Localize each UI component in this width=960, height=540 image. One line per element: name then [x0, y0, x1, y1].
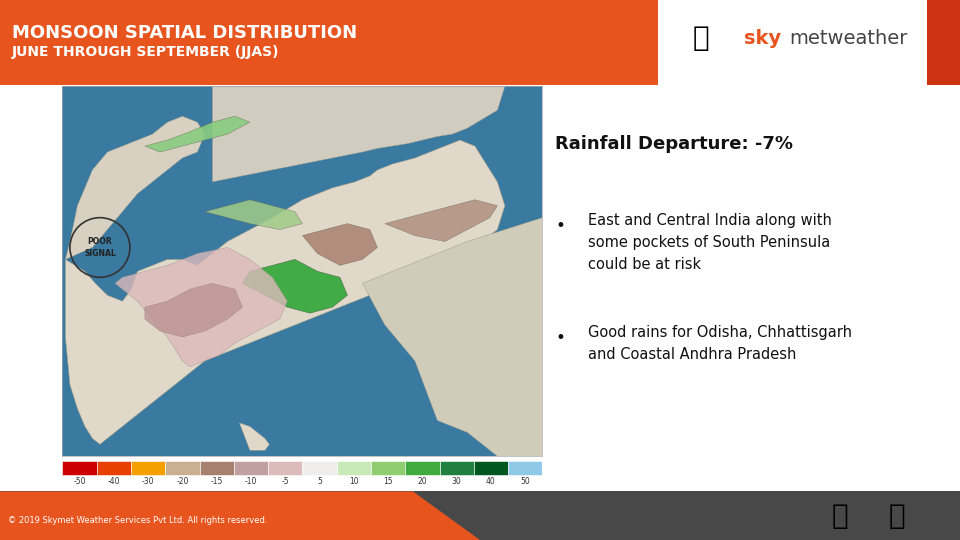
Polygon shape	[145, 116, 250, 152]
Text: metweather: metweather	[789, 29, 907, 48]
Text: Rainfall Departure: -7%: Rainfall Departure: -7%	[555, 135, 793, 153]
Bar	[371, 461, 405, 475]
Text: 15: 15	[383, 477, 393, 486]
Bar	[131, 461, 165, 475]
Bar	[474, 461, 508, 475]
Text: -40: -40	[108, 477, 120, 486]
Polygon shape	[65, 116, 204, 259]
Text: © 2019 Skymet Weather Services Pvt Ltd. All rights reserved.: © 2019 Skymet Weather Services Pvt Ltd. …	[8, 516, 267, 525]
Polygon shape	[0, 491, 480, 540]
Polygon shape	[115, 247, 287, 367]
Text: 5: 5	[317, 477, 322, 486]
Text: East and Central India along with
some pockets of South Peninsula
could be at ri: East and Central India along with some p…	[588, 213, 831, 273]
Polygon shape	[362, 218, 542, 456]
Bar	[200, 461, 234, 475]
Bar	[508, 461, 542, 475]
Text: POOR
SIGNAL: POOR SIGNAL	[84, 238, 116, 258]
Text: -30: -30	[142, 477, 155, 486]
Text: -20: -20	[177, 477, 188, 486]
Bar	[927, 0, 960, 85]
Bar	[165, 461, 200, 475]
Text: 10: 10	[349, 477, 359, 486]
Bar	[405, 461, 440, 475]
Bar	[97, 461, 131, 475]
Bar	[337, 461, 371, 475]
Text: sky: sky	[744, 29, 781, 48]
Polygon shape	[385, 200, 497, 241]
Text: 20: 20	[418, 477, 427, 486]
Text: -15: -15	[210, 477, 223, 486]
Polygon shape	[145, 284, 242, 337]
Text: -50: -50	[73, 477, 85, 486]
Text: JUNE THROUGH SEPTEMBER (JJAS): JUNE THROUGH SEPTEMBER (JJAS)	[12, 45, 279, 59]
Polygon shape	[242, 259, 348, 313]
Text: 50: 50	[520, 477, 530, 486]
Bar	[268, 461, 302, 475]
Text: -5: -5	[281, 477, 289, 486]
Text: •: •	[555, 217, 565, 235]
Text: 30: 30	[452, 477, 462, 486]
Bar	[62, 461, 97, 475]
Text: -10: -10	[245, 477, 257, 486]
Bar	[658, 0, 960, 85]
Text: 🌾: 🌾	[831, 502, 849, 530]
Bar	[0, 0, 658, 85]
Polygon shape	[65, 140, 505, 444]
Polygon shape	[302, 224, 377, 265]
Bar	[234, 461, 268, 475]
Text: MONSOON SPATIAL DISTRIBUTION: MONSOON SPATIAL DISTRIBUTION	[12, 24, 357, 42]
Text: •: •	[555, 328, 565, 347]
Bar	[440, 461, 474, 475]
Bar	[302, 461, 337, 475]
Text: 🦉: 🦉	[692, 24, 709, 52]
Polygon shape	[204, 200, 302, 230]
Polygon shape	[239, 423, 270, 450]
Text: 40: 40	[486, 477, 496, 486]
Polygon shape	[212, 86, 505, 182]
Text: 🌤️: 🌤️	[889, 502, 906, 530]
Text: Good rains for Odisha, Chhattisgarh
and Coastal Andhra Pradesh: Good rains for Odisha, Chhattisgarh and …	[588, 325, 852, 362]
